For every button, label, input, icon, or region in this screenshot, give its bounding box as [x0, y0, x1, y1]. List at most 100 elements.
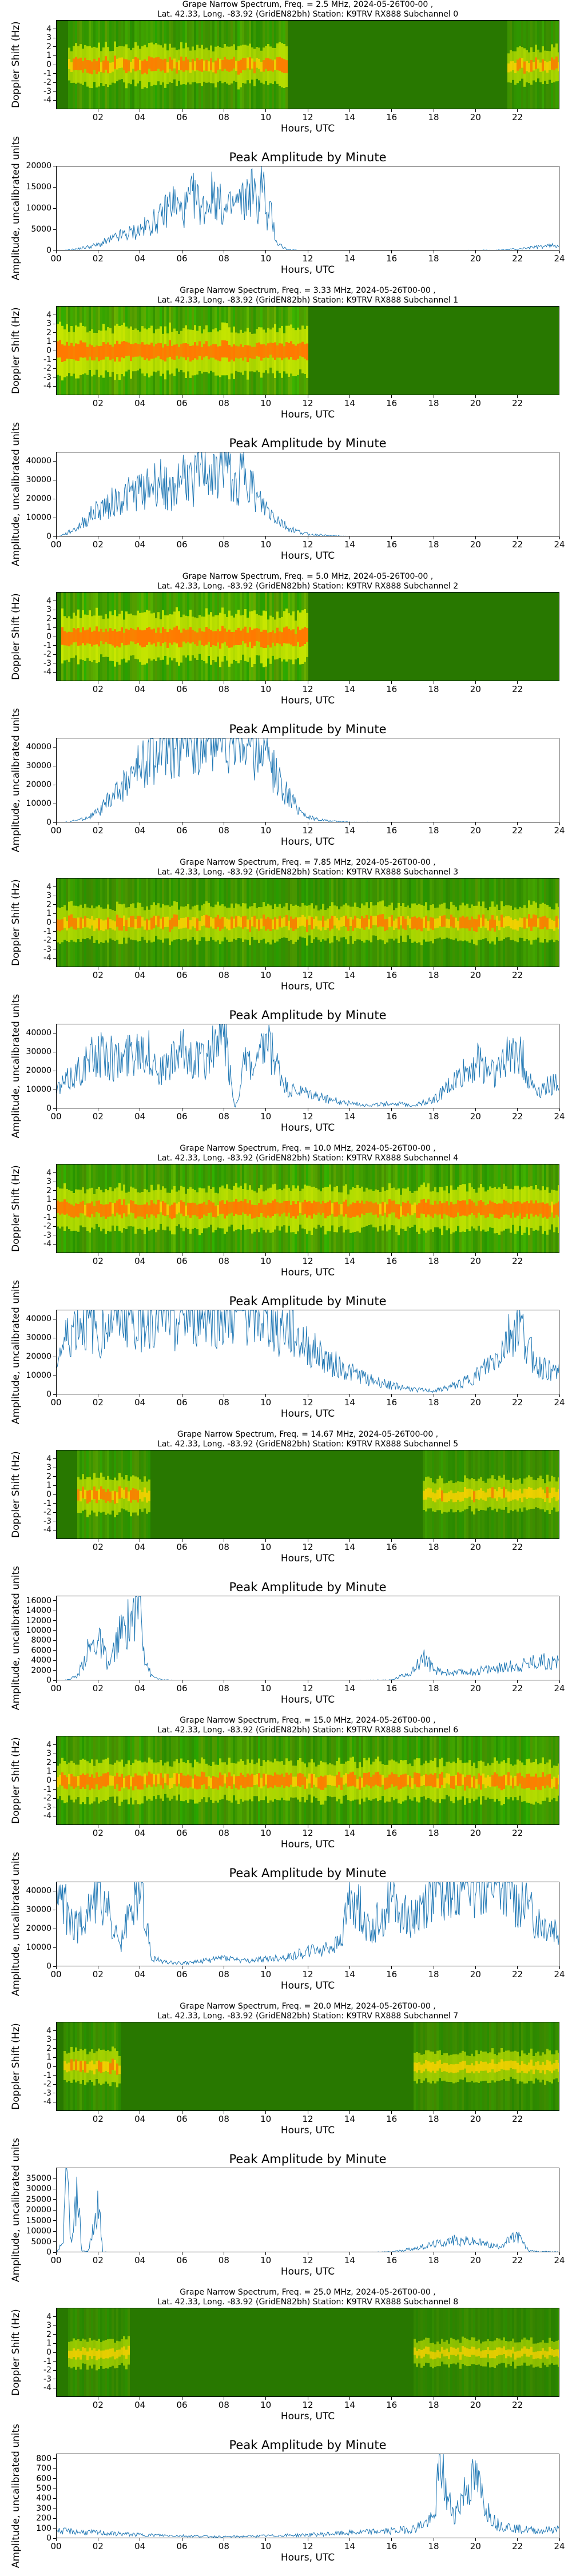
spectrogram-column — [198, 2022, 201, 2110]
spectrogram-peak — [166, 632, 169, 648]
y-tick-label: 0 — [46, 632, 51, 641]
spectrogram-column — [125, 2022, 128, 2110]
spectrogram-peak — [475, 1206, 478, 1218]
x-tick-mark — [475, 109, 476, 112]
spectrogram-column — [407, 1450, 410, 1539]
x-tick-label: 20 — [470, 2114, 481, 2124]
spectrogram-peak — [297, 343, 300, 359]
spectrogram-peak — [276, 627, 279, 643]
spectrogram-column — [363, 1450, 366, 1539]
y-tick-mark — [53, 2252, 56, 2253]
spectrogram-peak — [395, 1774, 398, 1786]
spectrogram-column — [258, 2308, 261, 2396]
spectrogram-peak — [89, 627, 92, 644]
amplitude-title: Peak Amplitude by Minute — [229, 436, 387, 450]
spectrogram-peak — [414, 916, 416, 929]
spectrogram-column — [352, 307, 355, 395]
spectrogram-peak — [157, 1199, 160, 1215]
spectrogram-peak — [317, 920, 320, 930]
spectrogram-column — [178, 2308, 181, 2396]
spectrogram-peak — [480, 2061, 483, 2071]
spectrogram-column — [411, 2022, 414, 2110]
spectrogram-peak — [169, 629, 172, 643]
x-axis-label: Hours, UTC — [280, 550, 335, 562]
spectrogram-column — [299, 21, 302, 109]
spectrogram-peak — [535, 1774, 538, 1787]
spectrogram-title: Grape Narrow Spectrum, Freq. = 2.5 MHz, … — [182, 0, 434, 9]
x-tick-label: 02 — [92, 112, 104, 122]
spectrogram-column — [400, 307, 403, 395]
x-tick-mark — [517, 1539, 518, 1542]
x-tick-mark — [265, 822, 267, 825]
spectrogram-peak — [63, 631, 66, 646]
x-axis-label: Hours, UTC — [280, 1408, 335, 1420]
x-tick-label: 04 — [134, 1256, 146, 1266]
spectrogram-peak — [66, 2063, 69, 2073]
x-tick-mark — [265, 1253, 267, 1256]
spectrogram-column — [281, 1450, 284, 1539]
spectrogram-column — [526, 593, 529, 681]
spectrogram-peak — [391, 915, 394, 927]
spectrogram-column — [139, 2022, 142, 2110]
y-tick-mark — [53, 100, 56, 101]
spectrogram-peak — [160, 343, 162, 360]
y-tick-label: -4 — [43, 381, 51, 391]
spectrogram-peak — [450, 2064, 453, 2073]
spectrogram-peak — [329, 919, 332, 931]
spectrogram-peak — [121, 1488, 124, 1498]
spectrogram-peak — [265, 630, 268, 648]
spectrogram-peak — [205, 1776, 208, 1790]
spectrogram-peak — [141, 61, 144, 74]
spectrogram-peak — [192, 1202, 194, 1215]
spectrogram-peak — [265, 345, 268, 357]
spectrogram-column — [498, 307, 501, 395]
spectrogram-peak — [137, 58, 140, 71]
x-axis-label: Hours, UTC — [280, 2266, 335, 2277]
y-tick-label: 0 — [46, 1204, 51, 1213]
spectrogram-peak — [148, 1771, 151, 1785]
spectrogram-peak — [315, 916, 318, 927]
spectrogram-peak — [542, 2062, 545, 2070]
spectrogram-column — [251, 1450, 254, 1539]
spectrogram-column — [535, 593, 538, 681]
spectrogram-peak — [258, 1773, 261, 1787]
y-tick-label: -4 — [43, 1239, 51, 1249]
x-tick-mark — [349, 251, 350, 253]
spectrogram-column — [471, 307, 474, 395]
spectrogram-peak — [526, 2065, 529, 2074]
spectrogram-column — [379, 2022, 382, 2110]
spectrogram-peak — [301, 915, 304, 926]
spectrogram-column — [228, 2022, 231, 2110]
x-tick-label: 12 — [302, 1683, 313, 1694]
spectrogram-column — [345, 307, 348, 395]
spectrogram-peak — [196, 1204, 199, 1217]
x-tick-label: 22 — [512, 1683, 523, 1694]
y-tick-label: 0 — [46, 246, 51, 255]
spectrogram-peak — [468, 1774, 471, 1788]
spectrogram-column — [198, 2308, 201, 2396]
spectrogram-peak — [134, 57, 137, 71]
spectrogram-column — [315, 2308, 318, 2396]
amplitude-plot — [56, 1882, 559, 1966]
spectrogram-peak — [354, 916, 357, 928]
spectrogram-peak — [439, 2060, 442, 2069]
spectrogram-column — [240, 2022, 243, 2110]
spectrogram-column — [530, 307, 533, 395]
spectrogram-column — [473, 307, 476, 395]
spectrogram-peak — [150, 629, 153, 645]
spectrogram-peak — [100, 1486, 103, 1499]
spectrogram-peak — [498, 1776, 501, 1788]
spectrogram-column — [256, 2022, 259, 2110]
y-tick-mark — [53, 2030, 56, 2032]
x-tick-label: 18 — [428, 970, 439, 980]
spectrogram-column — [466, 21, 469, 109]
x-tick-label: 04 — [134, 825, 146, 836]
x-tick-label: 00 — [50, 1683, 62, 1694]
spectrogram-peak — [317, 1777, 320, 1789]
spectrogram-peak — [514, 919, 517, 930]
spectrogram-column — [306, 2022, 309, 2110]
y-tick-label: 0 — [46, 2062, 51, 2071]
spectrogram-peak — [128, 917, 130, 927]
x-tick-label: 16 — [386, 112, 398, 122]
spectrogram-peak — [114, 344, 117, 362]
